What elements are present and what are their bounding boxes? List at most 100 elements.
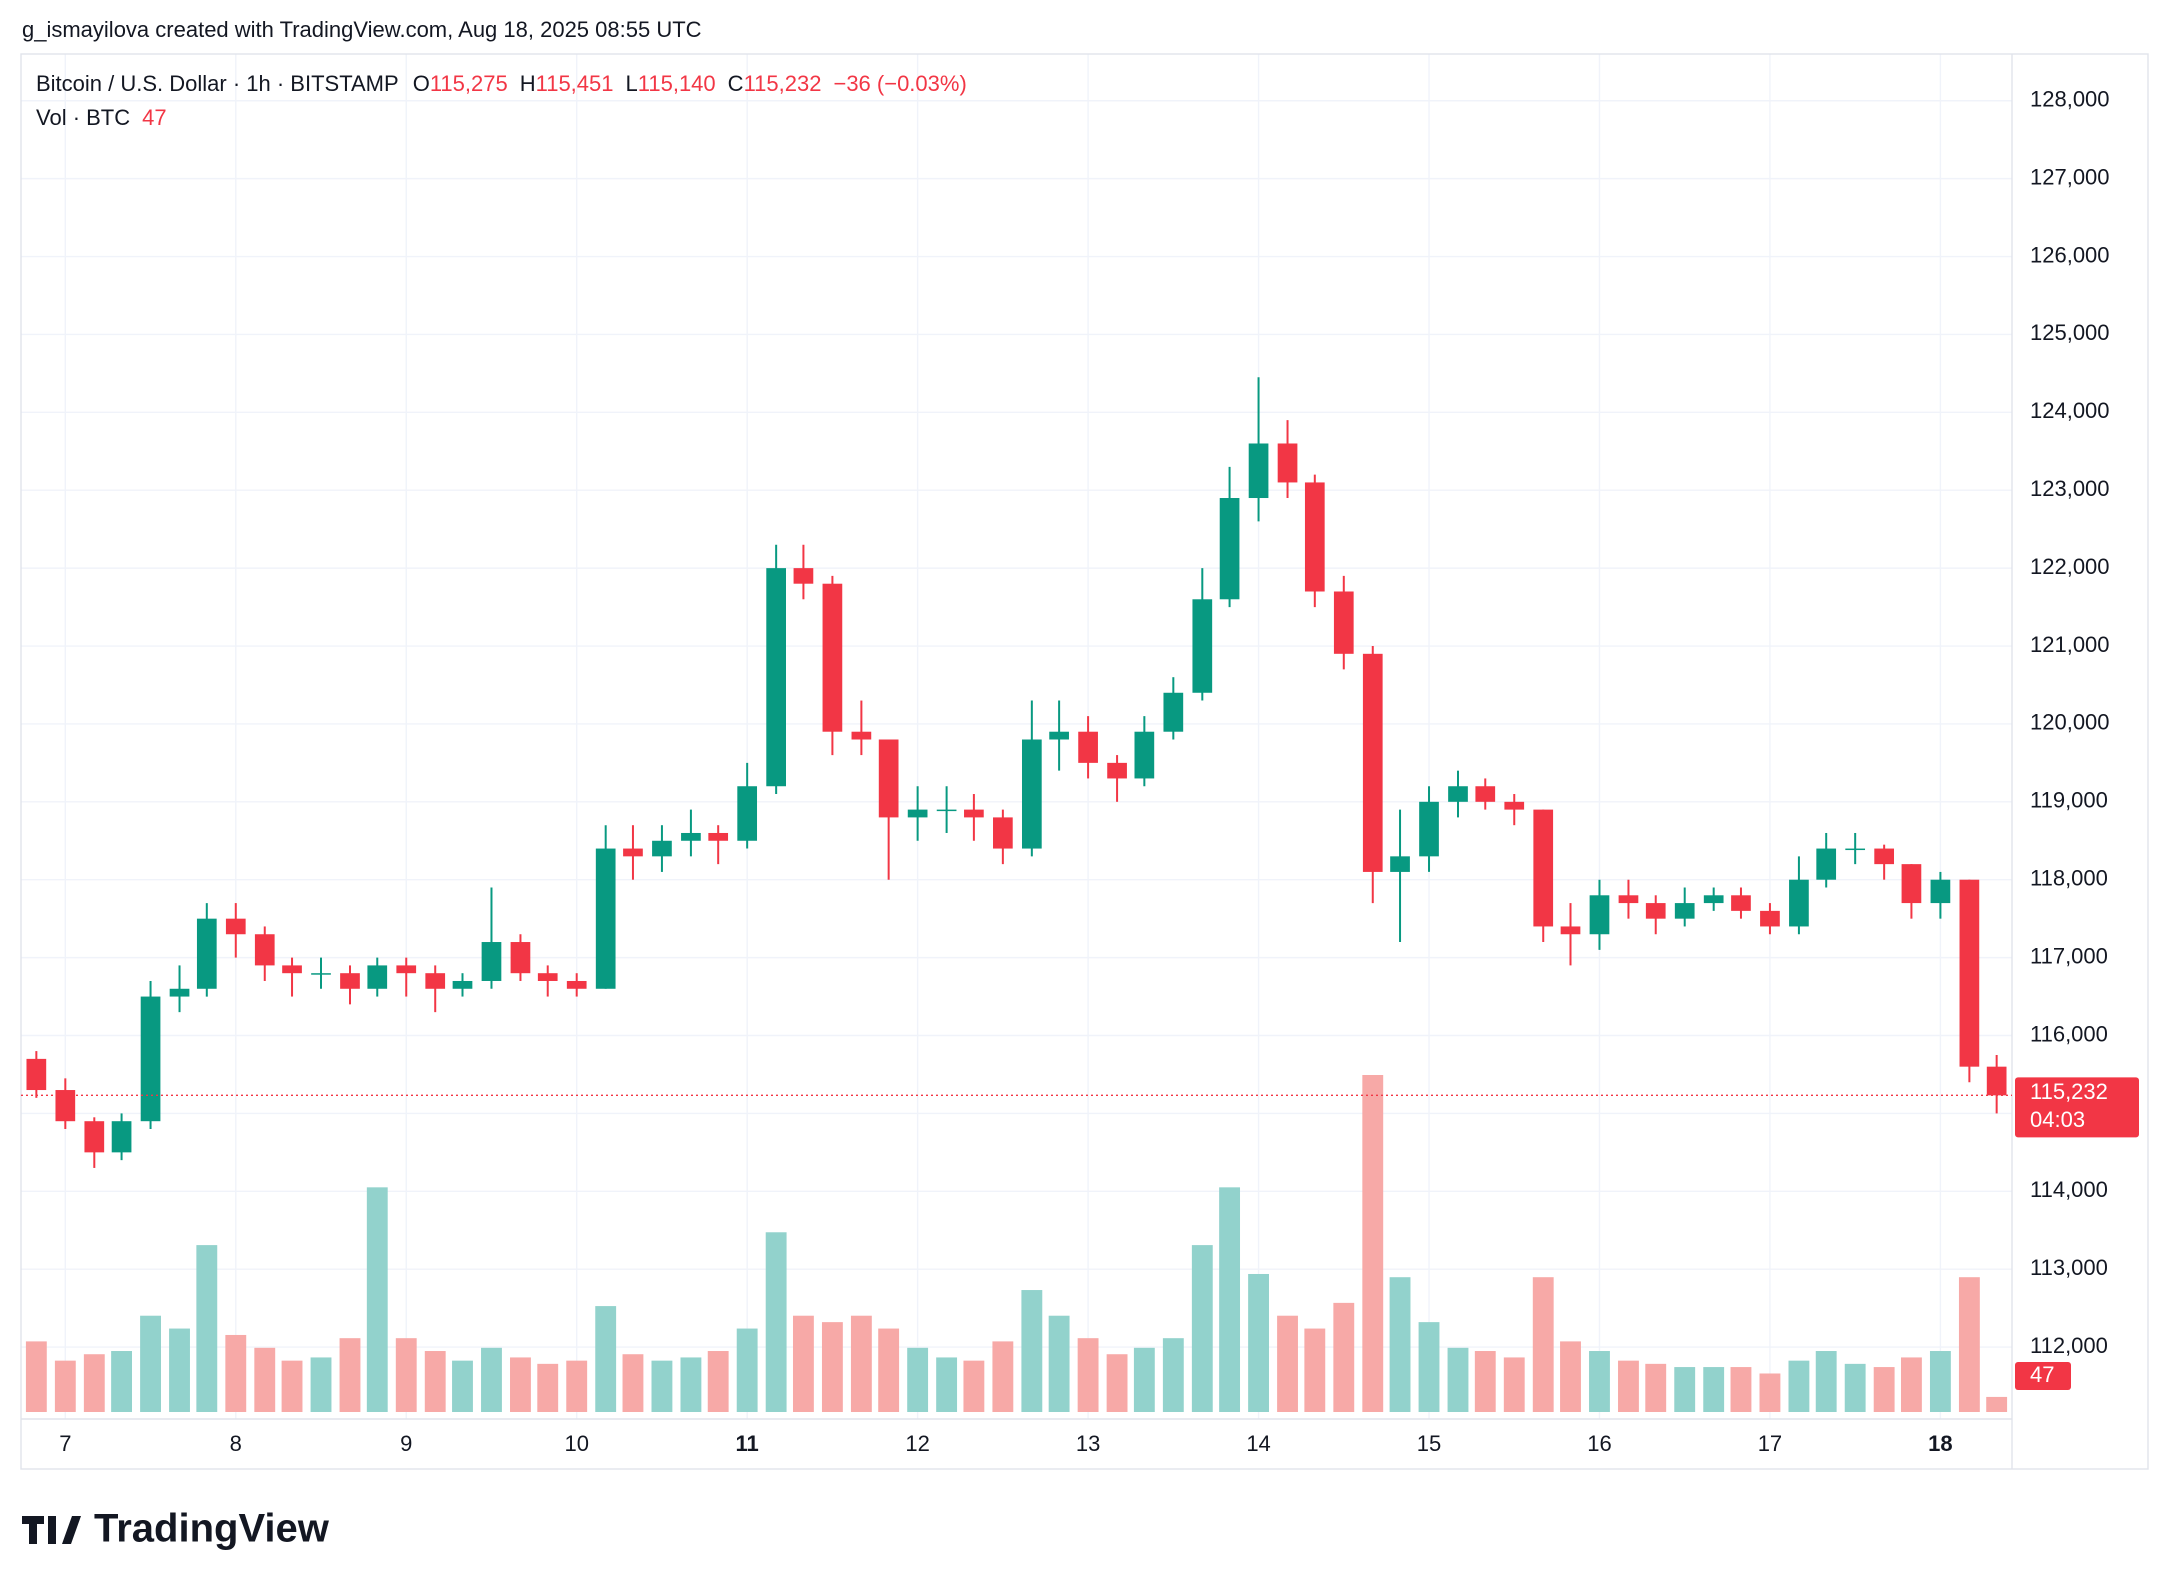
volume-bar	[1589, 1351, 1610, 1412]
candle-body	[652, 840, 672, 857]
candle-body	[737, 786, 758, 841]
legend-value: 115,232	[744, 71, 822, 96]
candle-body	[140, 996, 161, 1122]
candle-body	[1986, 1066, 2007, 1096]
x-tick-label: 16	[1587, 1431, 1611, 1456]
volume-bar	[1191, 1245, 1213, 1412]
volume-bar	[1021, 1290, 1043, 1412]
y-tick-label: 116,000	[2030, 1021, 2108, 1046]
candle-body	[1930, 879, 1951, 904]
legend-value: 115,275	[430, 71, 508, 96]
volume-bar	[366, 1187, 388, 1412]
price-pane	[26, 377, 2007, 1168]
candle-body	[84, 1121, 105, 1153]
volume-bar	[850, 1315, 872, 1412]
y-tick-label: 113,000	[2030, 1255, 2108, 1280]
volume-bar	[707, 1351, 729, 1412]
volume-bar	[1503, 1357, 1525, 1412]
candle-body	[225, 918, 246, 935]
legend-change: −36 (−0.03%)	[833, 71, 966, 96]
price-tag	[2015, 1077, 2139, 1138]
candle-body	[766, 568, 787, 787]
volume-bar	[1219, 1187, 1241, 1412]
volume-bar	[1788, 1360, 1810, 1412]
y-tick-label: 118,000	[2030, 866, 2108, 891]
volume-bar	[1304, 1328, 1326, 1412]
candle-body	[510, 942, 531, 974]
volume-pane	[25, 1075, 2008, 1412]
volume-bar	[1389, 1277, 1411, 1412]
volume-bar	[992, 1341, 1014, 1412]
volume-bar	[196, 1245, 218, 1412]
y-tick-label: 126,000	[2030, 242, 2110, 267]
volume-bar	[395, 1338, 417, 1412]
y-tick-label: 125,000	[2030, 320, 2110, 345]
volume-bar	[595, 1306, 617, 1412]
logo: TradingView	[22, 1507, 330, 1551]
candle-body	[452, 980, 473, 989]
candle-body	[1248, 443, 1269, 499]
volume-bar	[1048, 1315, 1070, 1412]
y-tick-label: 122,000	[2030, 554, 2110, 579]
legend: Bitcoin / U.S. Dollar · 1h · BITSTAMP O11…	[36, 71, 967, 96]
x-tick-label: 9	[400, 1431, 412, 1456]
volume-bar	[481, 1347, 502, 1412]
volume-bar	[765, 1232, 787, 1412]
volume-bar	[339, 1338, 361, 1412]
candle-body	[425, 973, 446, 989]
candle-body	[1277, 443, 1298, 483]
volume-bar	[281, 1360, 303, 1412]
logo-mark	[22, 1516, 81, 1544]
candle-body	[1959, 879, 1980, 1067]
countdown-label: 04:03	[2030, 1107, 2085, 1132]
candle-body	[1760, 910, 1780, 927]
volume-bar	[111, 1351, 133, 1412]
volume-bar	[452, 1360, 473, 1412]
logo-text: TradingView	[94, 1507, 330, 1551]
volume-bar	[963, 1360, 985, 1412]
candle-body	[907, 809, 928, 818]
volume-title: Vol · BTC	[36, 105, 130, 130]
volume-bar	[1645, 1363, 1667, 1412]
candle-body	[1390, 856, 1410, 872]
x-tick-label: 17	[1758, 1431, 1782, 1456]
y-tick-label: 123,000	[2030, 476, 2110, 501]
legend-key: O	[413, 71, 430, 96]
candle-body	[936, 809, 957, 812]
x-tick-label: 10	[564, 1431, 588, 1456]
volume-bar	[1277, 1315, 1298, 1412]
candle-body	[623, 848, 643, 857]
volume-bar	[651, 1360, 673, 1412]
candle-body	[196, 918, 217, 989]
volume-tag	[2015, 1362, 2071, 1390]
candle-body	[55, 1090, 76, 1122]
volume-bar	[225, 1334, 247, 1412]
legend-key: H	[520, 71, 536, 96]
volume-bar	[1447, 1347, 1469, 1412]
volume-bar	[1418, 1322, 1440, 1412]
x-tick-label: 14	[1246, 1431, 1270, 1456]
volume-bar	[83, 1354, 105, 1412]
legend-value: 115,140	[638, 71, 716, 96]
candle-body	[1333, 591, 1354, 654]
candle-body	[340, 973, 360, 989]
candle-body	[481, 942, 502, 981]
volume-bar	[510, 1357, 531, 1412]
candle-body	[1134, 731, 1155, 779]
candle-body	[1078, 731, 1098, 763]
volume-bar	[1618, 1360, 1639, 1412]
price-tag-label: 115,232	[2030, 1079, 2108, 1104]
y-tick-label: 124,000	[2030, 398, 2110, 423]
volume-bar	[54, 1360, 76, 1412]
attribution: g_ismayilova created with TradingView.co…	[22, 17, 702, 42]
x-tick-label: 7	[59, 1431, 71, 1456]
candle-body	[993, 817, 1013, 849]
candle-body	[822, 583, 843, 732]
legend-key: C	[728, 71, 744, 96]
volume-bar	[1986, 1396, 2008, 1412]
candle-body	[169, 988, 190, 997]
x-tick-label: 18	[1928, 1431, 1952, 1456]
candle-body	[367, 965, 388, 989]
volume-bar	[821, 1322, 843, 1412]
candle-body	[1475, 786, 1496, 802]
